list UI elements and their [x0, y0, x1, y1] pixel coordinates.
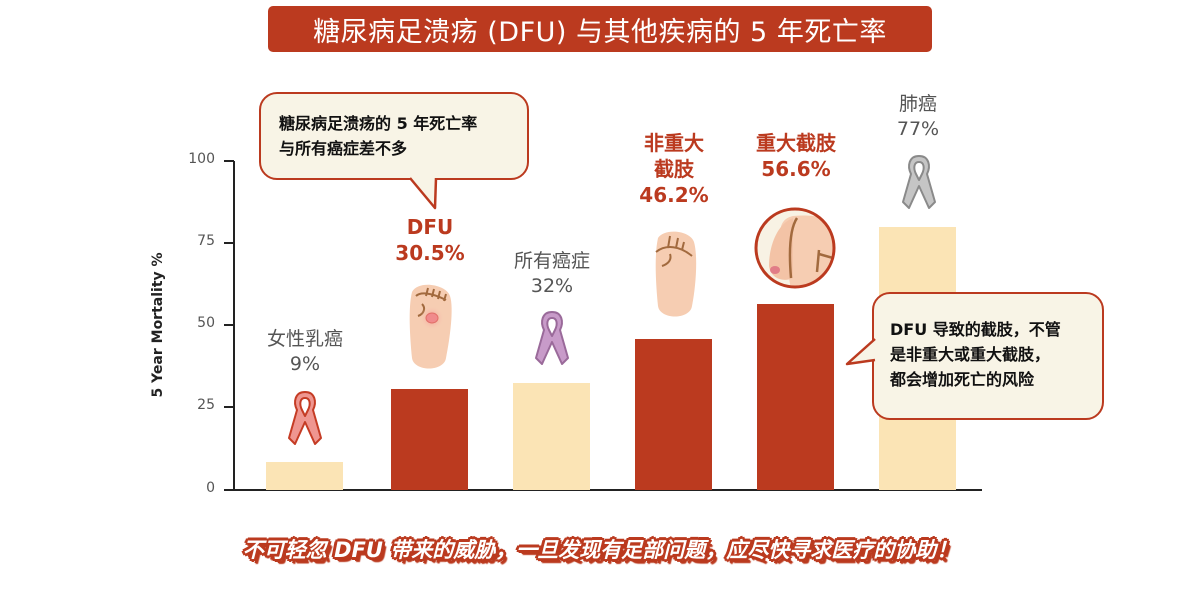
- callout-amputation-risk: DFU 导致的截肢，不管 是非重大或重大截肢， 都会增加死亡的风险: [872, 292, 1104, 420]
- bar-minor-amputation: [635, 339, 712, 490]
- x-axis-line: [224, 489, 982, 491]
- callout-text: DFU 导致的截肢，不管: [890, 320, 1061, 339]
- y-tick-label: 75: [197, 233, 215, 249]
- foot-ulcer-icon: [409, 284, 452, 369]
- category-name: 所有癌症: [513, 250, 590, 272]
- y-tick-100: [224, 160, 234, 162]
- category-value: 32%: [530, 274, 574, 297]
- y-axis-line: [233, 161, 235, 491]
- y-axis-label: 5 Year Mortality %: [150, 252, 166, 398]
- callout-text: 糖尿病足溃疡的 5 年死亡率: [279, 114, 478, 133]
- y-tick-50: [224, 324, 234, 326]
- label-all-cancer: 所有癌症 32%: [482, 249, 622, 298]
- bar-all-cancer: [513, 383, 590, 490]
- y-tick-25: [224, 406, 234, 408]
- callout-text: 是非重大或重大截肢，: [890, 344, 1051, 364]
- callout-tail: [409, 177, 438, 210]
- category-value: 30.5%: [395, 241, 465, 265]
- callout-text: 都会增加死亡的风险: [890, 369, 1035, 389]
- y-tick-label: 25: [197, 397, 215, 413]
- label-breast-cancer: 女性乳癌 9%: [235, 327, 375, 376]
- y-tick-75: [224, 242, 234, 244]
- footer-message: 不可轻忽 DFU 带来的威胁，一旦发现有足部问题，应尽快寻求医疗的协助！: [242, 538, 958, 562]
- bar-major-amputation: [757, 304, 834, 490]
- y-tick-label: 50: [197, 315, 215, 331]
- category-name: DFU: [406, 215, 454, 239]
- category-name: 非重大: [644, 131, 704, 155]
- category-name: 重大截肢: [756, 131, 836, 155]
- callout-tail: [845, 338, 876, 366]
- purple-ribbon-icon: [535, 311, 569, 365]
- category-value: 46.2%: [639, 183, 709, 207]
- category-name: 女性乳癌: [266, 328, 343, 350]
- chart-title: 糖尿病足溃疡 (DFU) 与其他疾病的 5 年死亡率: [268, 6, 932, 52]
- y-tick-label: 100: [188, 151, 215, 167]
- leg-major-amputation-icon: [754, 207, 836, 289]
- category-name: 截肢: [654, 157, 694, 181]
- label-minor-amputation: 非重大 截肢 46.2%: [604, 130, 744, 208]
- callout-dfu-vs-cancer: 糖尿病足溃疡的 5 年死亡率 与所有癌症差不多: [259, 92, 529, 180]
- category-value: 77%: [896, 117, 940, 140]
- red-ribbon-icon: [288, 391, 322, 445]
- category-value: 9%: [289, 352, 321, 375]
- grey-ribbon-icon: [902, 155, 936, 209]
- foot-minor-amputation-icon: [655, 231, 697, 317]
- label-major-amputation: 重大截肢 56.6%: [726, 130, 866, 182]
- y-tick-label: 0: [206, 480, 215, 496]
- callout-text: 与所有癌症差不多: [279, 138, 408, 158]
- label-dfu: DFU 30.5%: [360, 214, 500, 266]
- label-lung-cancer: 肺癌 77%: [848, 92, 988, 141]
- bar-dfu: [391, 389, 468, 490]
- bar-breast-cancer: [266, 462, 343, 490]
- category-name: 肺癌: [898, 93, 937, 115]
- category-value: 56.6%: [761, 157, 831, 181]
